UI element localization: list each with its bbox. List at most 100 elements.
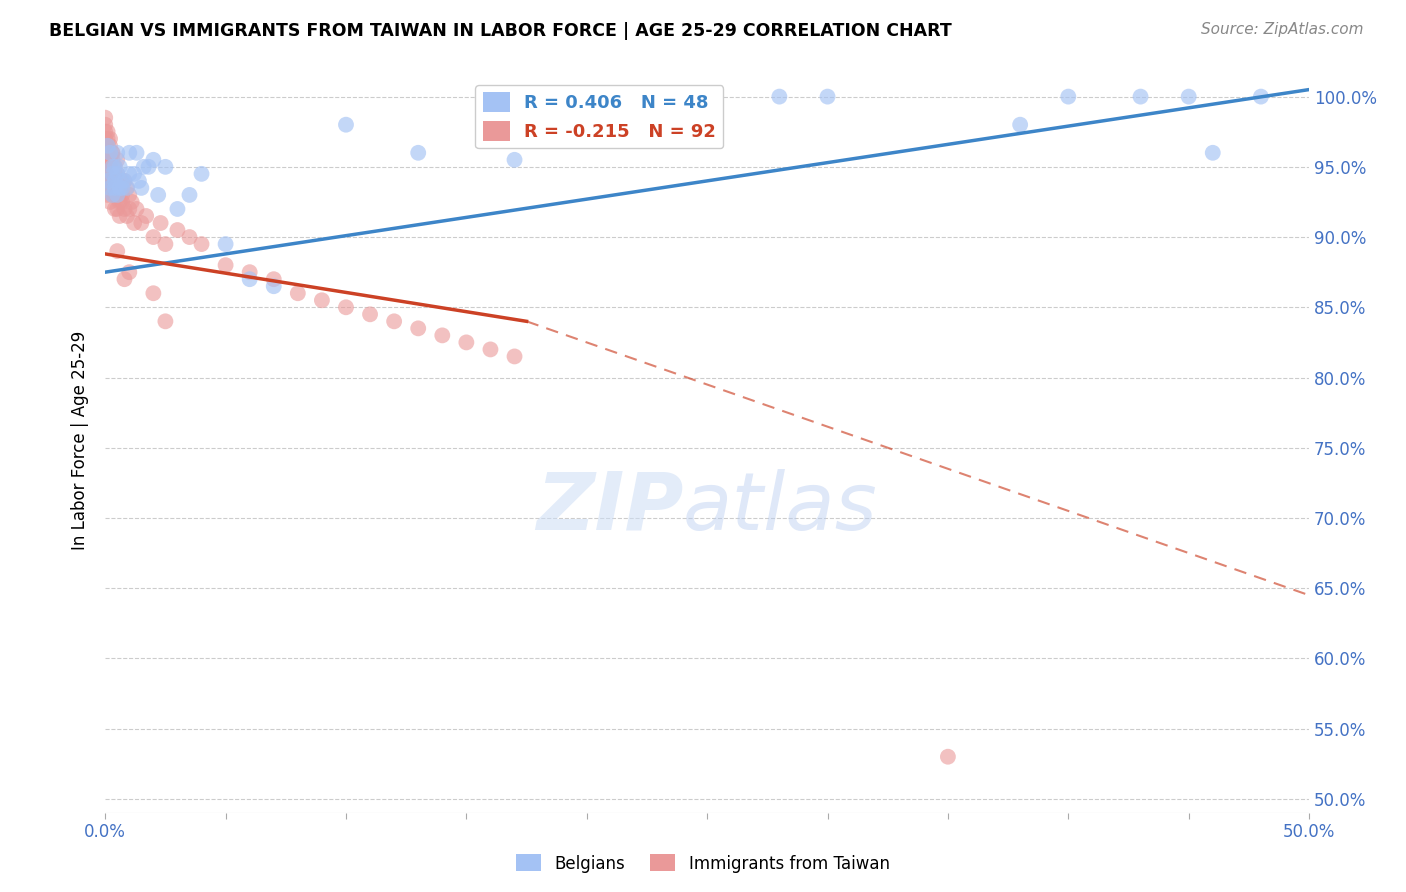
- Point: [239, 265, 262, 279]
- Point: [114, 174, 136, 188]
- Point: [432, 328, 454, 343]
- Point: [104, 174, 127, 188]
- Point: [101, 167, 124, 181]
- Point: [94, 111, 117, 125]
- Point: [768, 89, 790, 103]
- Point: [122, 216, 145, 230]
- Point: [108, 160, 131, 174]
- Point: [179, 188, 201, 202]
- Point: [111, 174, 134, 188]
- Point: [94, 118, 117, 132]
- Point: [98, 181, 121, 195]
- Point: [105, 145, 128, 160]
- Point: [97, 132, 120, 146]
- Point: [179, 230, 201, 244]
- Point: [104, 202, 127, 216]
- Point: [97, 153, 120, 167]
- Point: [479, 343, 502, 357]
- Point: [1010, 118, 1032, 132]
- Point: [359, 307, 381, 321]
- Point: [190, 167, 212, 181]
- Point: [155, 237, 177, 252]
- Point: [97, 138, 120, 153]
- Point: [108, 209, 131, 223]
- Point: [214, 258, 236, 272]
- Point: [118, 202, 141, 216]
- Point: [98, 194, 121, 209]
- Point: [98, 145, 121, 160]
- Point: [114, 202, 136, 216]
- Point: [335, 300, 357, 314]
- Point: [111, 194, 134, 209]
- Point: [101, 167, 124, 181]
- Point: [105, 244, 128, 259]
- Point: [104, 174, 127, 188]
- Point: [94, 153, 117, 167]
- Point: [101, 174, 124, 188]
- Point: [97, 160, 120, 174]
- Point: [94, 132, 117, 146]
- Point: [108, 181, 131, 195]
- Point: [115, 181, 138, 195]
- Point: [115, 209, 138, 223]
- Point: [214, 237, 236, 252]
- Point: [1057, 89, 1080, 103]
- Point: [125, 145, 148, 160]
- Point: [155, 160, 177, 174]
- Point: [101, 188, 124, 202]
- Point: [94, 138, 117, 153]
- Point: [155, 314, 177, 328]
- Point: [101, 145, 124, 160]
- Point: [142, 153, 165, 167]
- Point: [138, 160, 160, 174]
- Point: [406, 145, 429, 160]
- Text: BELGIAN VS IMMIGRANTS FROM TAIWAN IN LABOR FORCE | AGE 25-29 CORRELATION CHART: BELGIAN VS IMMIGRANTS FROM TAIWAN IN LAB…: [49, 22, 952, 40]
- Legend: R = 0.406   N = 48, R = -0.215   N = 92: R = 0.406 N = 48, R = -0.215 N = 92: [475, 85, 723, 148]
- Point: [98, 167, 121, 181]
- Point: [105, 202, 128, 216]
- Point: [97, 174, 120, 188]
- Point: [142, 230, 165, 244]
- Point: [97, 145, 120, 160]
- Y-axis label: In Labor Force | Age 25-29: In Labor Force | Age 25-29: [72, 331, 89, 550]
- Point: [98, 145, 121, 160]
- Point: [101, 160, 124, 174]
- Point: [101, 167, 124, 181]
- Point: [125, 202, 148, 216]
- Point: [311, 293, 333, 308]
- Point: [97, 167, 120, 181]
- Text: atlas: atlas: [683, 468, 877, 547]
- Point: [936, 749, 959, 764]
- Point: [94, 174, 117, 188]
- Point: [190, 237, 212, 252]
- Point: [132, 160, 155, 174]
- Point: [98, 153, 121, 167]
- Point: [97, 174, 120, 188]
- Point: [118, 188, 141, 202]
- Point: [105, 167, 128, 181]
- Point: [1250, 89, 1272, 103]
- Point: [104, 181, 127, 195]
- Point: [122, 167, 145, 181]
- Point: [94, 125, 117, 139]
- Point: [94, 145, 117, 160]
- Point: [105, 167, 128, 181]
- Point: [406, 321, 429, 335]
- Point: [263, 279, 285, 293]
- Point: [97, 138, 120, 153]
- Point: [131, 216, 153, 230]
- Point: [104, 160, 127, 174]
- Point: [105, 174, 128, 188]
- Point: [98, 174, 121, 188]
- Point: [98, 181, 121, 195]
- Point: [166, 202, 188, 216]
- Point: [101, 145, 124, 160]
- Legend: Belgians, Immigrants from Taiwan: Belgians, Immigrants from Taiwan: [509, 847, 897, 880]
- Point: [456, 335, 478, 350]
- Point: [1202, 145, 1225, 160]
- Point: [111, 188, 134, 202]
- Point: [166, 223, 188, 237]
- Point: [104, 188, 127, 202]
- Point: [111, 174, 134, 188]
- Point: [94, 145, 117, 160]
